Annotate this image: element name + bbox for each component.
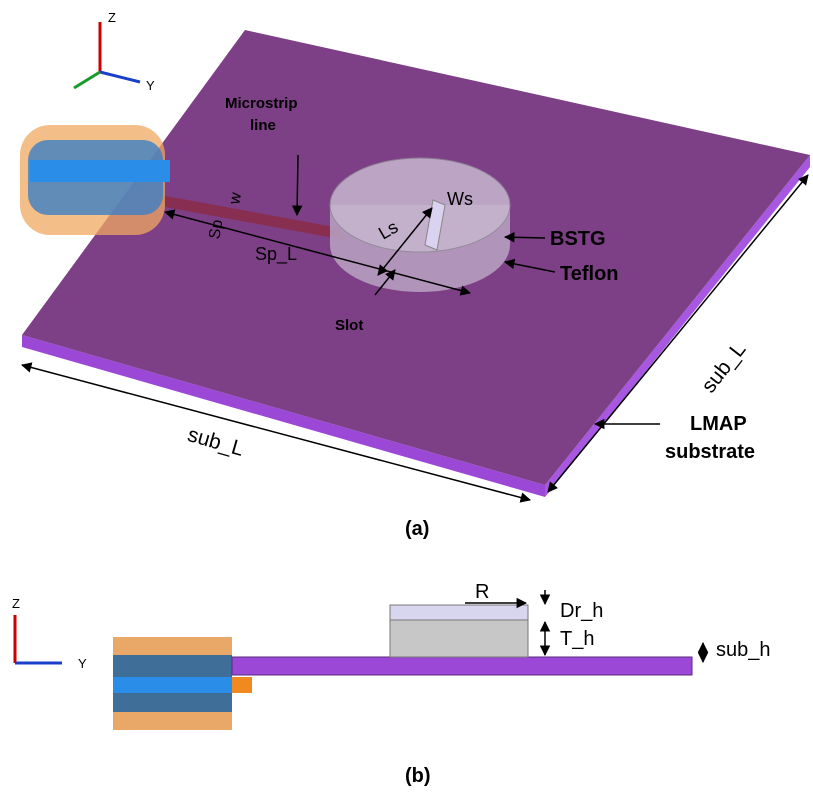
- microstrip-label: Microstrip: [225, 95, 298, 112]
- caption: (a): [405, 518, 429, 540]
- probe: [232, 677, 252, 693]
- bstg-label: BSTG: [550, 228, 606, 250]
- y-label: Y: [146, 78, 155, 93]
- coax-pin: [113, 677, 232, 693]
- teflon: [390, 620, 528, 657]
- sub-h-label: sub_h: [716, 639, 771, 661]
- teflon-label: Teflon: [560, 263, 619, 285]
- x-axis: [74, 72, 100, 88]
- sp-label: Sp: [206, 218, 226, 240]
- sub-l-side-label: sub_L: [697, 338, 750, 397]
- sub-l-front-label: sub_L: [185, 423, 246, 461]
- coax-pin: [30, 160, 170, 182]
- y-axis: [100, 72, 140, 82]
- z-label: Z: [12, 596, 20, 611]
- diagram: Z Y Microstrip line w Sp Sp_L Ls Ws BSTG…: [0, 0, 813, 798]
- ws-label: Ws: [447, 189, 473, 209]
- panel-a: Z Y Microstrip line w Sp Sp_L Ls Ws BSTG…: [20, 10, 810, 540]
- r-label: R: [475, 581, 489, 603]
- z-label: Z: [108, 10, 116, 25]
- substrate-label: LMAP: [690, 413, 747, 435]
- bstg: [390, 605, 528, 620]
- panel-b: Z Y R Dr_h T_h sub_h (b): [12, 581, 771, 787]
- bstg-top: [330, 158, 510, 252]
- substrate-label: substrate: [665, 441, 755, 463]
- y-label: Y: [78, 656, 87, 671]
- sp-l-label: Sp_L: [255, 244, 297, 265]
- caption: (b): [405, 765, 431, 787]
- bstg-arrow: [505, 237, 545, 238]
- t-h-label: T_h: [560, 628, 594, 650]
- substrate: [232, 657, 692, 675]
- microstrip-label: line: [250, 117, 276, 134]
- microstrip-arrow: [297, 155, 298, 215]
- dr-h-label: Dr_h: [560, 600, 603, 622]
- slot-label: Slot: [335, 317, 363, 334]
